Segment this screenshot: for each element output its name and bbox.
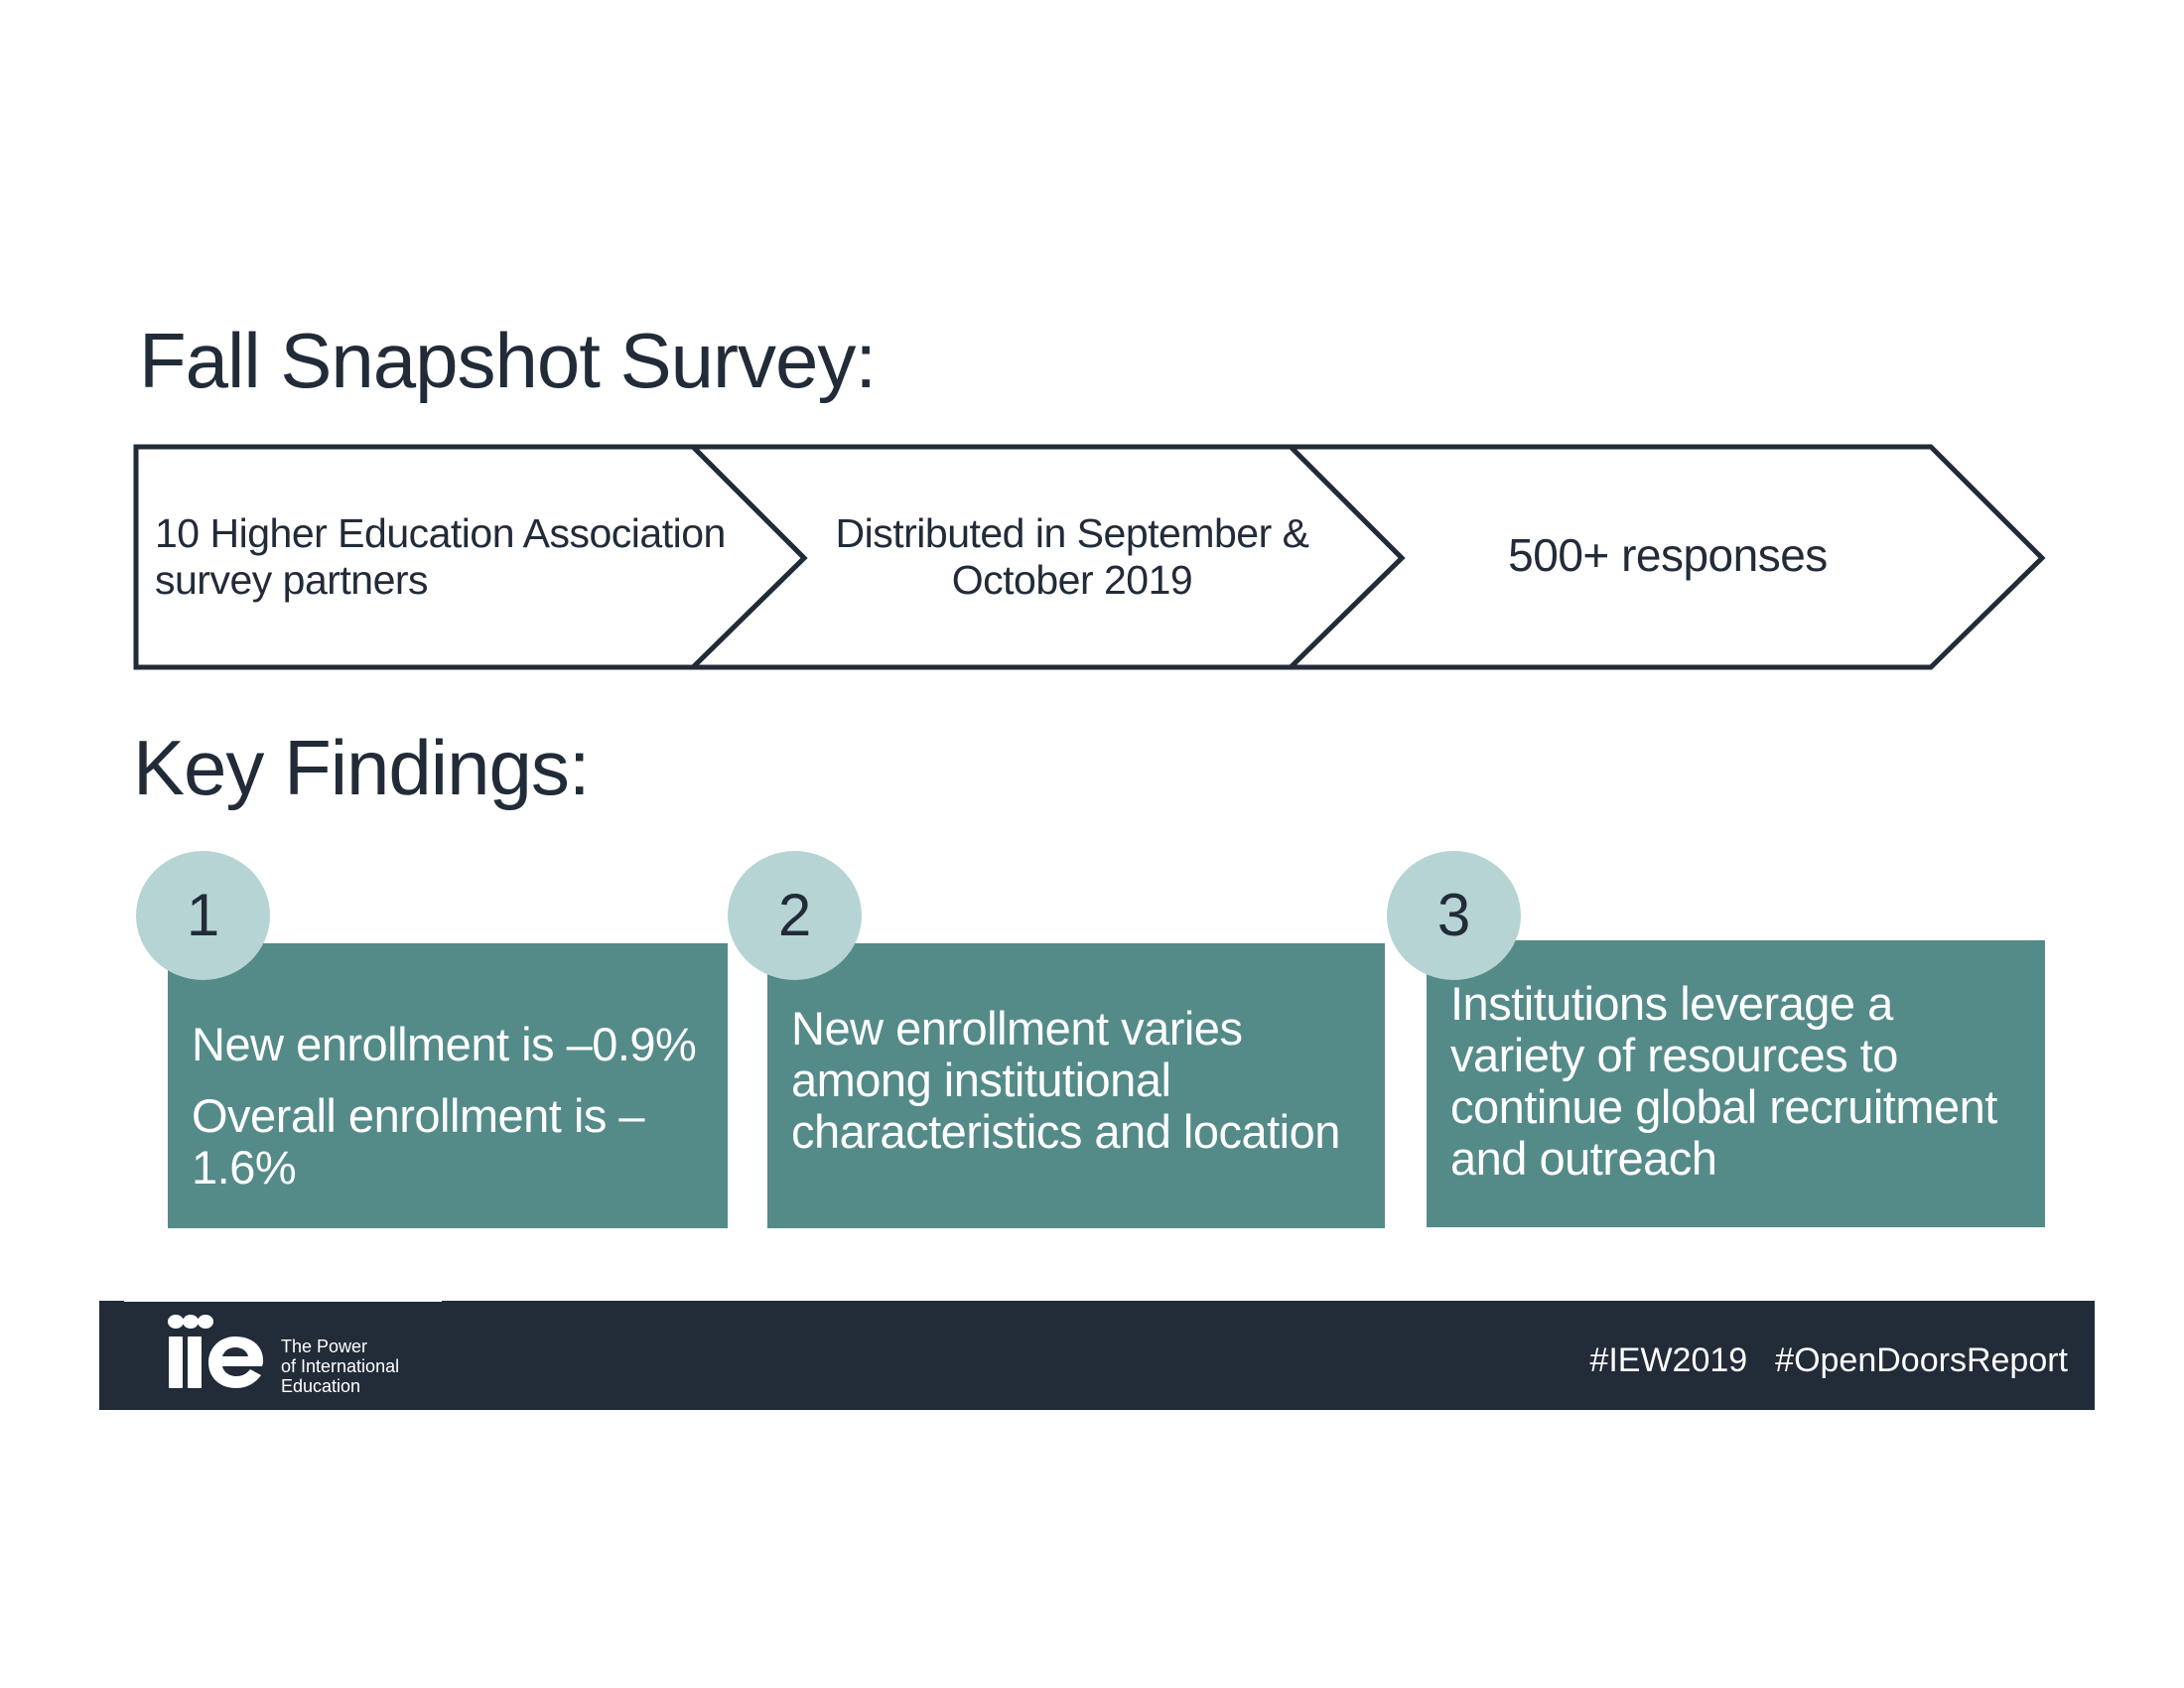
tagline-line-3: Education: [281, 1376, 361, 1396]
finding-1-line-1: New enrollment is –0.9%: [192, 1018, 697, 1070]
finding-3-number-badge: 3: [1387, 851, 1521, 980]
hashtag-iew2019: #IEW2019: [1589, 1341, 1748, 1379]
finding-1-number-badge: 1: [136, 851, 270, 980]
finding-3-text: Institutions leverage a variety of resou…: [1450, 977, 1997, 1185]
tagline-line-2: of International: [281, 1356, 400, 1376]
process-step-3-line-1: 500+ responses: [1508, 529, 1828, 581]
hashtag-opendoorsreport: #OpenDoorsReport: [1775, 1341, 2068, 1379]
survey-title: Fall Snapshot Survey:: [139, 317, 877, 404]
finding-card-1: New enrollment is –0.9% Overall enrollme…: [168, 943, 728, 1228]
process-step-2-line-2: October 2019: [951, 557, 1193, 603]
finding-1-line-2: Overall enrollment is –1.6%: [192, 1089, 645, 1194]
process-step-3-text: 500+ responses: [1430, 532, 1906, 579]
tagline-line-1: The Power: [281, 1336, 368, 1356]
finding-2-text: New enrollment varies among institutiona…: [791, 1002, 1340, 1158]
finding-2-number-badge: 2: [728, 851, 862, 980]
findings-title: Key Findings:: [133, 724, 591, 811]
iie-logo: iie: [168, 1315, 263, 1388]
process-step-1-line-1: 10 Higher Education Association: [155, 510, 726, 556]
process-step-2-text: Distributed in September & October 2019: [804, 510, 1340, 604]
process-step-1-text: 10 Higher Education Association survey p…: [155, 510, 751, 604]
process-step-2-line-1: Distributed in September &: [835, 510, 1309, 556]
logo-tagline: The Power of International Education: [281, 1336, 399, 1396]
process-chevron-diagram: [133, 444, 2046, 670]
finding-card-3: Institutions leverage a variety of resou…: [1427, 940, 2045, 1227]
footer-accent-line: [124, 1299, 442, 1302]
finding-card-2: New enrollment varies among institutiona…: [767, 943, 1385, 1228]
process-step-1-line-2: survey partners: [155, 557, 429, 603]
footer-bar: [99, 1301, 2095, 1410]
process-step-1-shape: [133, 444, 808, 670]
footer-hashtags: #IEW2019 #OpenDoorsReport: [1589, 1340, 2068, 1380]
